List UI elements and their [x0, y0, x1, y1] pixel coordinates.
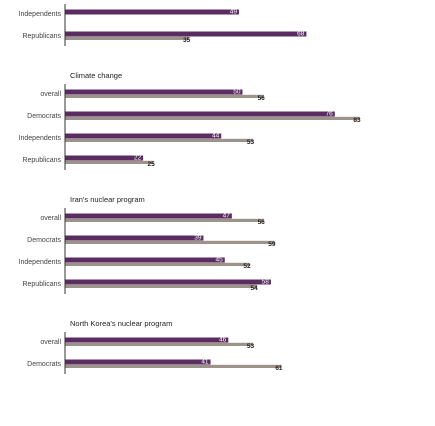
category-label: Republicans — [22, 281, 61, 288]
bar-series-a — [65, 111, 335, 117]
bar-series-a — [65, 133, 222, 139]
data-label-a: 47 — [223, 213, 231, 220]
bar-series-b — [65, 160, 154, 164]
bar-series-a — [65, 359, 211, 365]
category-label: overall — [40, 215, 61, 222]
data-label-a: 45 — [216, 257, 224, 264]
category-label: Independents — [19, 135, 62, 142]
section-title: Climate change — [70, 71, 122, 80]
data-label-b: 53 — [247, 139, 255, 146]
bar-series-a — [65, 235, 204, 241]
bar-series-b — [65, 262, 250, 266]
data-label-b: 53 — [247, 343, 255, 350]
data-label-a: 50 — [233, 89, 241, 96]
bar-series-a — [65, 213, 232, 219]
category-label: Republicans — [22, 157, 61, 164]
bar-series-a — [65, 279, 271, 285]
data-label-b: 61 — [275, 365, 283, 372]
category-label: Democrats — [27, 237, 61, 244]
category-label: overall — [40, 91, 61, 98]
category-label: Democrats — [27, 361, 61, 368]
data-label-a: 46 — [219, 337, 227, 344]
data-label-b: 83 — [353, 117, 361, 124]
bar-series-a — [65, 89, 243, 95]
category-label: Democrats — [27, 113, 61, 120]
category-label: Republicans — [22, 33, 61, 40]
section-title: North Korea's nuclear program — [70, 319, 172, 328]
data-label-a: 58 — [262, 279, 270, 286]
bar-series-b — [65, 284, 257, 288]
category-label: Independents — [19, 11, 62, 18]
bar-series-b — [65, 116, 360, 120]
data-label-b: 35 — [183, 37, 191, 44]
bar-series-b — [65, 94, 264, 98]
data-label-a: 41 — [201, 359, 209, 366]
data-label-a: 22 — [134, 155, 142, 162]
section-title: Iran's nuclear program — [70, 195, 145, 204]
bar-series-a — [65, 337, 229, 343]
bar-series-b — [65, 218, 264, 222]
data-label-b: 54 — [250, 285, 258, 292]
bar-series-b — [65, 364, 282, 368]
bar-series-a — [65, 31, 307, 37]
data-label-b: 52 — [243, 263, 251, 270]
data-label-b: 56 — [258, 219, 266, 226]
data-label-a: 39 — [194, 235, 202, 242]
data-label-a: 76 — [326, 111, 334, 118]
category-label: overall — [40, 339, 61, 346]
bar-series-a — [65, 257, 225, 263]
bar-series-a — [65, 9, 239, 15]
data-label-b: 59 — [268, 241, 276, 248]
bar-series-b — [65, 138, 254, 142]
data-label-a: 44 — [212, 133, 220, 140]
data-label-a: 49 — [230, 9, 238, 16]
bar-series-b — [65, 36, 190, 40]
data-label-b: 56 — [258, 95, 266, 102]
category-label: Independents — [19, 259, 62, 266]
bar-series-a — [65, 155, 144, 161]
data-label-a: 68 — [297, 31, 305, 38]
data-label-b: 25 — [148, 161, 156, 168]
bar-series-b — [65, 240, 275, 244]
bar-series-b — [65, 342, 254, 346]
